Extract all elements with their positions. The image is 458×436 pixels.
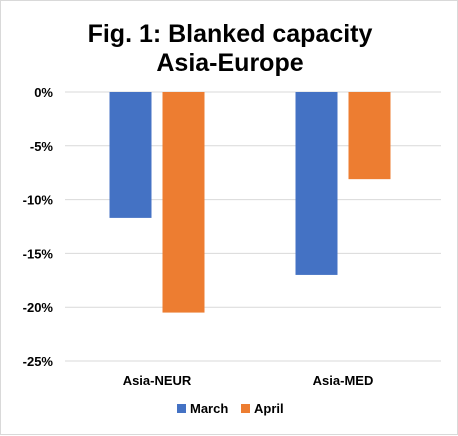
y-tick-label: -15%	[23, 246, 54, 261]
x-category-label: Asia-MED	[313, 373, 374, 388]
y-axis-tick-labels: 0% -5% -10% -15% -20% -25%	[23, 85, 54, 369]
bar-march-asia-med	[295, 92, 338, 275]
x-axis-category-labels: Asia-NEUR Asia-MED	[123, 373, 374, 388]
y-tick-label: -5%	[30, 139, 54, 154]
y-tick-label: -20%	[23, 300, 54, 315]
x-category-label: Asia-NEUR	[123, 373, 192, 388]
legend-label-april: April	[254, 401, 284, 416]
y-tick-label: -10%	[23, 193, 54, 208]
bars	[109, 92, 391, 313]
chart-title: Fig. 1: Blanked capacity Asia-Europe	[88, 20, 373, 77]
legend: March April	[177, 401, 284, 416]
chart-title-line-1: Fig. 1: Blanked capacity	[88, 20, 373, 48]
bar-april-asia-neur	[162, 92, 205, 313]
bar-march-asia-neur	[109, 92, 152, 218]
legend-swatch-april	[241, 404, 250, 413]
chart-title-line-2: Asia-Europe	[156, 49, 303, 77]
y-tick-label: -25%	[23, 354, 54, 369]
y-tick-label: 0%	[34, 85, 53, 100]
legend-swatch-march	[177, 404, 186, 413]
legend-label-march: March	[190, 401, 228, 416]
bar-april-asia-med	[348, 92, 391, 180]
